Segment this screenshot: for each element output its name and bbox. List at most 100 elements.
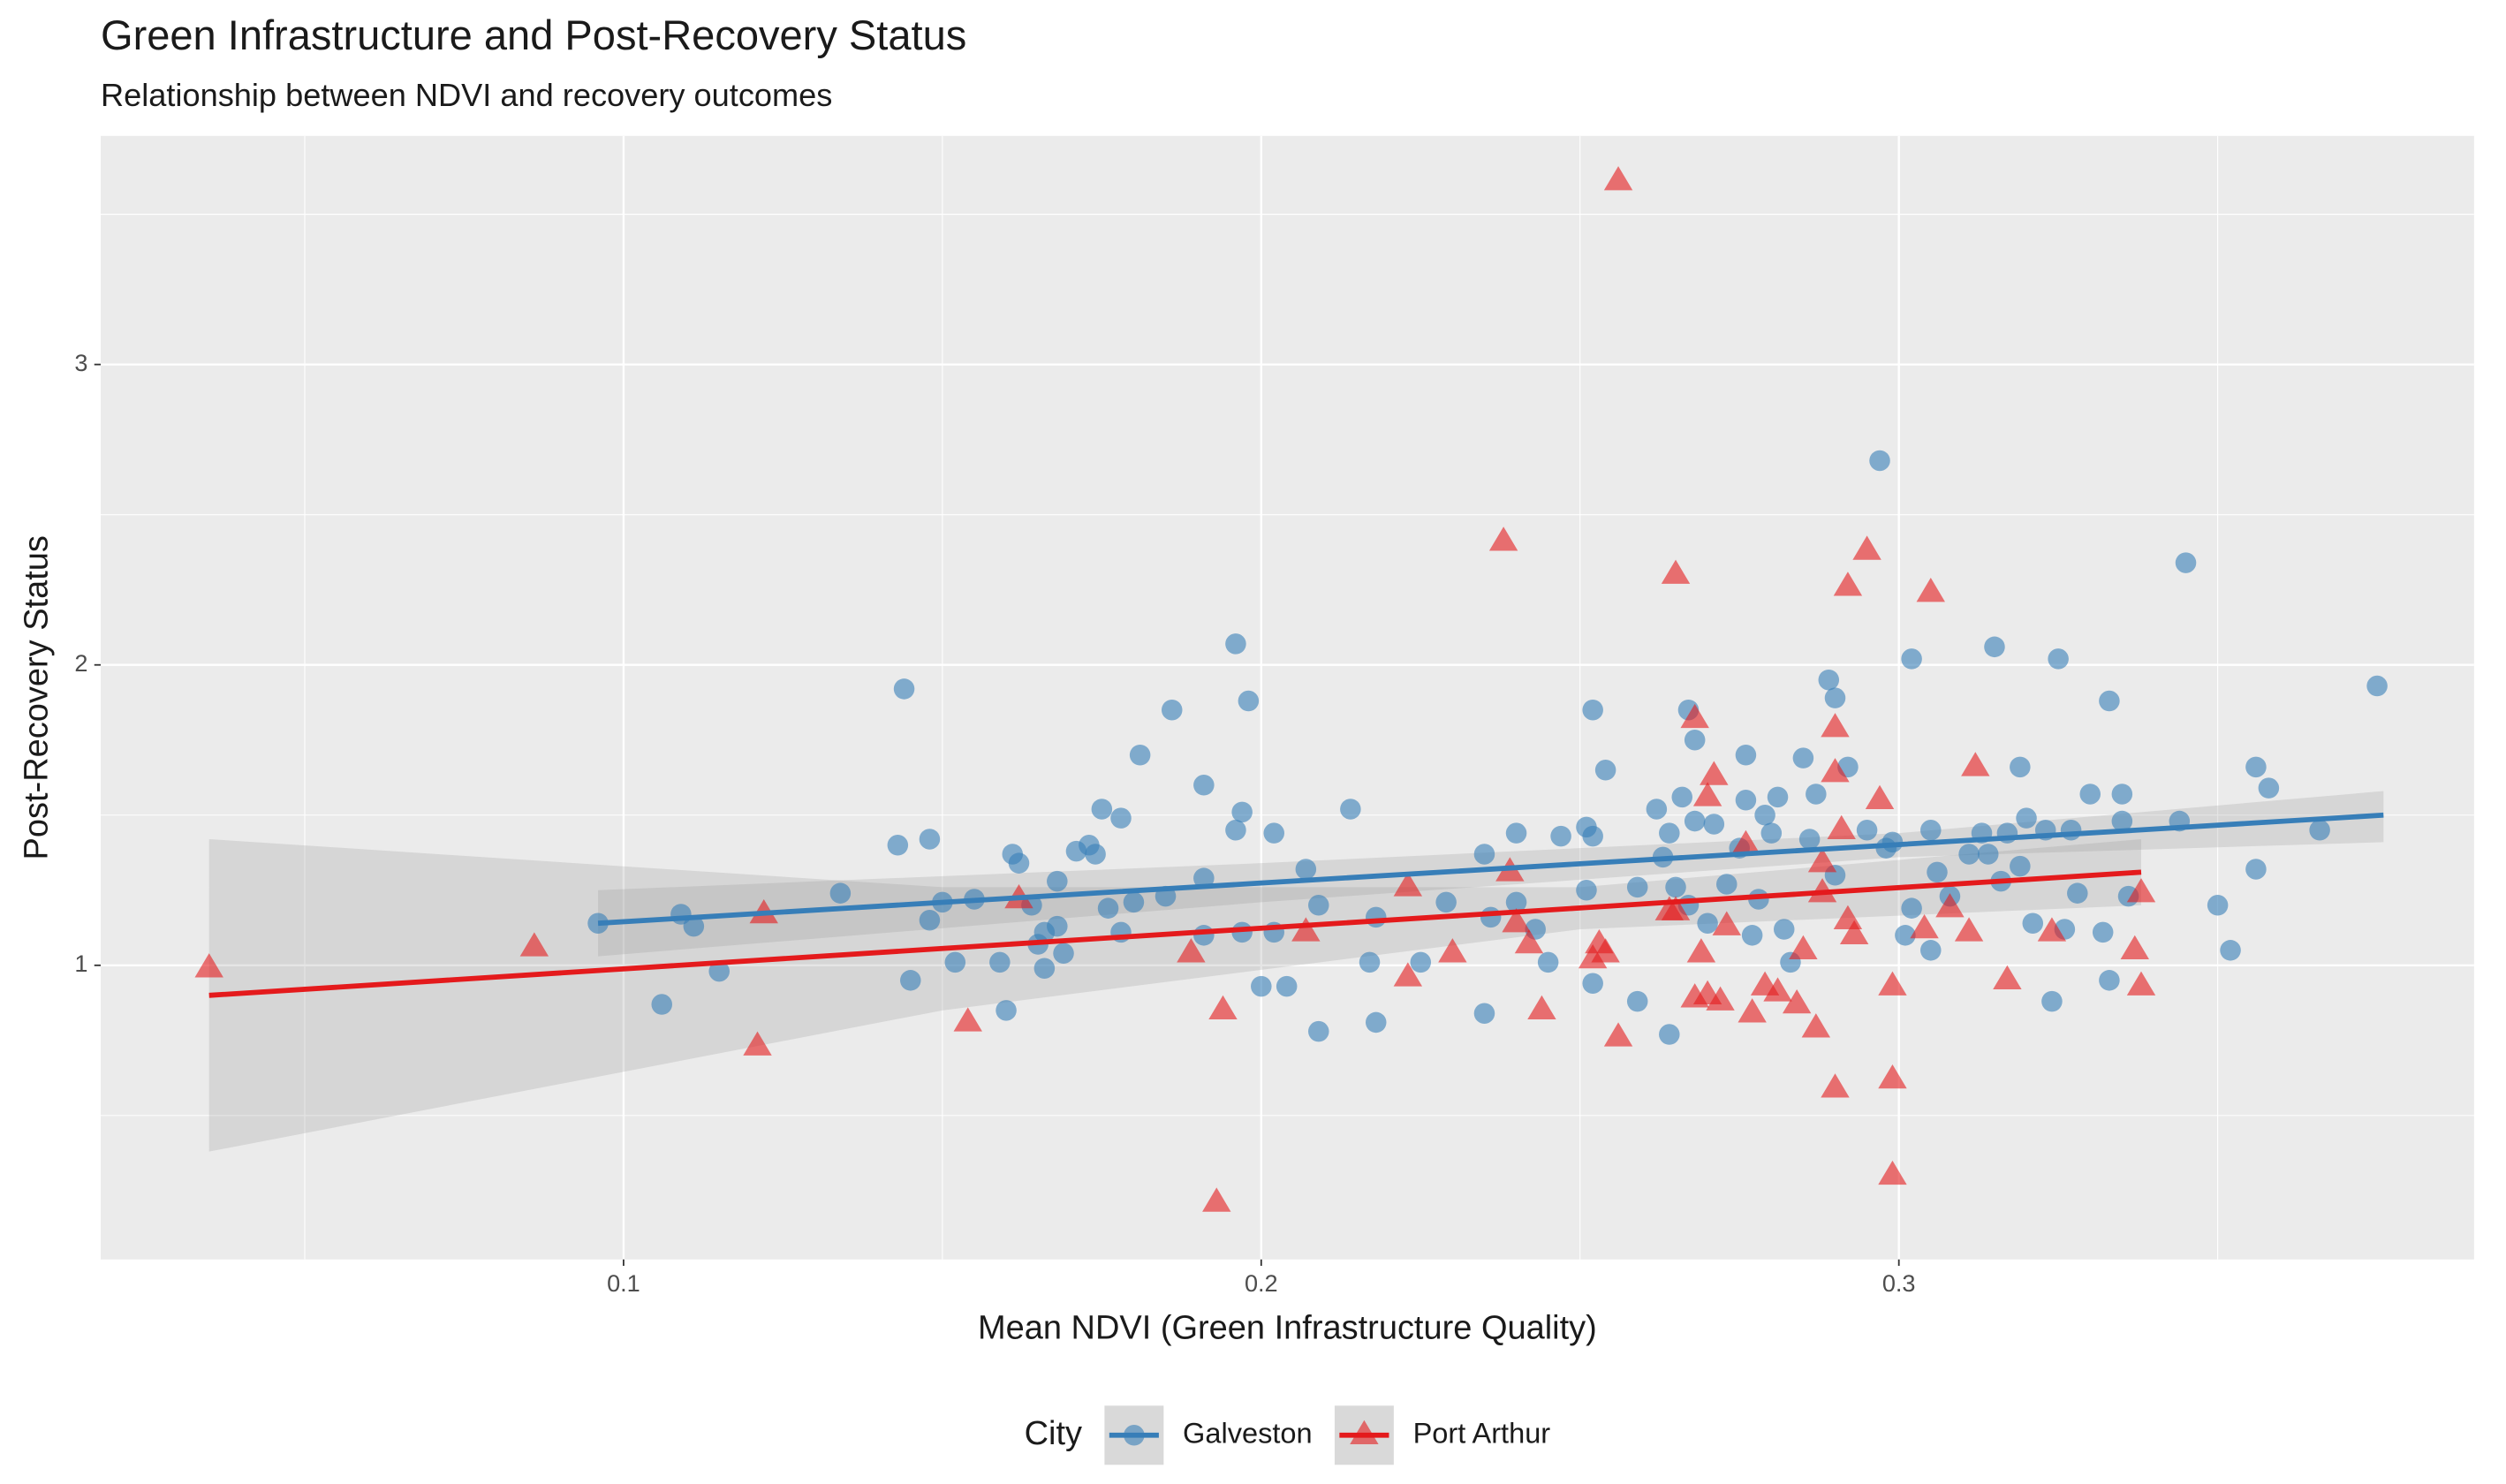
point: [1308, 895, 1329, 916]
point: [1225, 820, 1246, 841]
y-tick-label: 1: [74, 950, 87, 977]
grid: [100, 135, 2474, 1260]
point: [2120, 935, 2149, 960]
point: [1193, 867, 1215, 889]
point: [1824, 687, 1846, 708]
point: [1716, 874, 1738, 895]
point: [1782, 988, 1812, 1014]
point: [989, 951, 1011, 973]
x-tick-label: 0.2: [1245, 1269, 1278, 1297]
point: [519, 932, 549, 957]
point: [2220, 940, 2241, 961]
point: [2048, 648, 2069, 670]
point: [1591, 938, 1620, 963]
point: [1680, 703, 1709, 729]
point: [1916, 578, 1945, 602]
point: [1961, 752, 1990, 776]
point: [1807, 848, 1837, 873]
point: [1901, 897, 1922, 919]
point: [1792, 747, 1814, 768]
point: [1193, 925, 1215, 946]
point: [1833, 572, 1863, 596]
point: [1085, 844, 1106, 865]
point: [1878, 1160, 1907, 1185]
point: [1839, 920, 1869, 945]
point: [1091, 799, 1113, 820]
point: [1276, 975, 1298, 997]
point: [1626, 990, 1648, 1012]
point: [1852, 535, 1881, 560]
point: [1801, 1013, 1831, 1038]
point: [2099, 690, 2120, 712]
point: [1550, 825, 1571, 847]
point: [1958, 844, 1980, 865]
point: [1129, 744, 1151, 766]
point: [1665, 876, 1686, 898]
point: [1789, 935, 1818, 960]
point: [2099, 970, 2120, 991]
point: [1110, 807, 1132, 829]
point: [1047, 915, 1068, 937]
point: [1308, 1020, 1329, 1042]
chart-subtitle: Relationship between NDVI and recovery o…: [101, 77, 832, 113]
point: [1954, 917, 1984, 942]
fit-line: [597, 812, 2384, 927]
point: [1920, 820, 1942, 841]
point: [2245, 756, 2267, 778]
fit-lines: [208, 812, 2384, 998]
point: [2037, 917, 2067, 942]
point: [743, 1031, 772, 1056]
point: [2092, 921, 2114, 943]
point: [1806, 784, 1827, 805]
point: [1984, 636, 2005, 658]
point: [1646, 799, 1668, 820]
legend-label: Port Arthur: [1413, 1417, 1551, 1449]
point: [919, 910, 941, 931]
point: [2366, 675, 2388, 697]
point: [1684, 810, 1706, 832]
point: [1231, 801, 1253, 823]
point: [1706, 986, 1735, 1011]
point: [1177, 938, 1206, 963]
point: [887, 835, 909, 856]
point: [1488, 526, 1518, 551]
point: [2111, 784, 2133, 805]
point: [1582, 825, 1603, 847]
point: [1340, 799, 1361, 820]
point: [1365, 1011, 1387, 1034]
x-axis-title: Mean NDVI (Green Infrastructure Quality): [978, 1309, 1597, 1346]
point: [1393, 962, 1423, 987]
point: [1291, 917, 1321, 942]
point: [1505, 822, 1527, 844]
point: [2010, 756, 2031, 778]
point: [651, 994, 672, 1015]
point: [1878, 1064, 1907, 1089]
point: [1869, 450, 1890, 472]
point: [1712, 911, 1741, 935]
point: [1225, 633, 1246, 655]
point: [1700, 761, 1729, 785]
point: [1741, 925, 1763, 946]
point: [1582, 699, 1603, 721]
point: [1480, 906, 1502, 928]
point: [1161, 699, 1183, 721]
point: [1603, 166, 1633, 191]
point: [1097, 897, 1119, 919]
point: [1033, 958, 1056, 979]
point: [1438, 938, 1467, 963]
point: [1251, 975, 1272, 997]
point: [1754, 805, 1775, 826]
point: [2175, 552, 2197, 573]
point: [2022, 912, 2044, 934]
point: [1878, 971, 1907, 996]
point: [194, 953, 223, 978]
point: [1659, 1024, 1680, 1045]
x-tick-label: 0.3: [1882, 1269, 1916, 1297]
fit-line: [208, 869, 2142, 998]
point: [2041, 990, 2063, 1012]
point: [1410, 951, 1432, 973]
point: [1821, 713, 1850, 738]
point: [1671, 786, 1693, 808]
point: [919, 829, 941, 850]
